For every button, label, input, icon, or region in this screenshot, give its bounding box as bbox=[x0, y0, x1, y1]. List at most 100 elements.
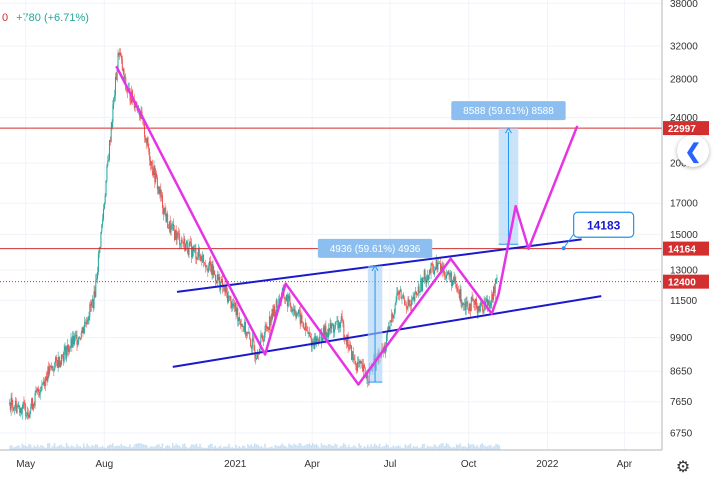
volume-bar bbox=[279, 445, 282, 450]
candle-body bbox=[477, 306, 479, 314]
candle-body bbox=[171, 224, 173, 226]
volume-bar bbox=[478, 447, 480, 450]
candle-body bbox=[390, 320, 392, 323]
last-price-badge-bg bbox=[663, 274, 709, 289]
volume-bar bbox=[177, 445, 179, 450]
candle-body bbox=[459, 289, 461, 299]
candle-body bbox=[495, 279, 497, 283]
candle-body bbox=[451, 272, 453, 286]
candle-body bbox=[13, 408, 15, 411]
volume-bar bbox=[411, 447, 413, 450]
candle-body bbox=[126, 89, 128, 91]
volume-bar bbox=[60, 444, 63, 450]
volume-bar bbox=[180, 447, 182, 450]
candle-body bbox=[147, 137, 149, 148]
volume-bar bbox=[69, 446, 71, 450]
candle-body bbox=[197, 257, 199, 260]
candle-body bbox=[398, 291, 400, 295]
candle-body bbox=[335, 321, 337, 323]
volume-bar bbox=[407, 445, 410, 450]
candle-body bbox=[42, 383, 44, 385]
candle-body bbox=[295, 313, 297, 318]
volume-bar bbox=[122, 445, 124, 450]
settings-gear-icon[interactable]: ⚙ bbox=[675, 459, 691, 476]
candle-body bbox=[217, 274, 219, 280]
volume-bar bbox=[464, 446, 466, 450]
candle-body bbox=[487, 300, 489, 306]
candle-body bbox=[134, 106, 136, 108]
candle-body bbox=[260, 334, 262, 344]
volume-bar bbox=[430, 446, 432, 450]
volume-bar bbox=[212, 447, 215, 450]
candle-body bbox=[72, 335, 74, 347]
volume-bar bbox=[100, 446, 102, 450]
candle-body bbox=[431, 263, 433, 265]
candle-body bbox=[438, 263, 440, 265]
candle-body bbox=[212, 264, 214, 275]
candle-body bbox=[331, 326, 333, 329]
candle-body bbox=[264, 325, 266, 334]
candle-body bbox=[57, 356, 59, 368]
candle-body bbox=[58, 356, 60, 368]
candle-body bbox=[266, 326, 268, 329]
candle-body bbox=[186, 241, 188, 253]
candle-body bbox=[237, 308, 239, 322]
candle-body bbox=[106, 165, 108, 181]
candle-body bbox=[415, 291, 417, 293]
candle-body bbox=[9, 402, 11, 410]
volume-bar bbox=[9, 445, 11, 450]
candle-body bbox=[238, 317, 240, 322]
candle-body bbox=[250, 346, 252, 349]
candle-body bbox=[21, 408, 23, 414]
candle-body bbox=[28, 415, 30, 418]
candle-body bbox=[341, 316, 343, 320]
volume-bar bbox=[260, 446, 263, 450]
candle-body bbox=[424, 270, 426, 280]
candle-body bbox=[262, 339, 264, 342]
volume-bar bbox=[476, 445, 478, 450]
volume-bar bbox=[207, 445, 210, 450]
volume-bar bbox=[101, 445, 104, 450]
candle-body bbox=[257, 354, 259, 355]
volume-bar bbox=[431, 446, 434, 450]
candle-body bbox=[234, 302, 236, 308]
volume-bar bbox=[57, 445, 59, 450]
candle-body bbox=[170, 225, 172, 233]
candle-body bbox=[433, 270, 435, 275]
volume-bar bbox=[94, 444, 97, 450]
candle-body bbox=[153, 165, 155, 175]
volume-bar bbox=[471, 444, 473, 450]
candle-body bbox=[233, 305, 235, 308]
candle-body bbox=[120, 52, 122, 56]
candle-body bbox=[366, 372, 368, 378]
candle-body bbox=[307, 330, 309, 334]
candle-body bbox=[447, 271, 449, 275]
candle-body bbox=[150, 161, 152, 166]
volume-bar bbox=[276, 445, 278, 450]
volume-bar bbox=[305, 444, 307, 450]
candle-body bbox=[188, 243, 190, 255]
collapse-panel-button[interactable]: ❮ bbox=[677, 135, 709, 167]
volume-bar bbox=[125, 446, 128, 450]
candle-body bbox=[337, 320, 339, 328]
candle-body bbox=[430, 263, 432, 273]
candle-body bbox=[268, 327, 270, 331]
candle-body bbox=[464, 303, 466, 311]
candle-body bbox=[434, 267, 436, 271]
volume-bar bbox=[134, 444, 136, 450]
volume-bar bbox=[141, 443, 143, 450]
volume-bar bbox=[84, 446, 87, 450]
candle-body bbox=[130, 100, 132, 104]
candle-body bbox=[227, 295, 229, 303]
candle-body bbox=[250, 339, 252, 347]
candle-body bbox=[214, 270, 216, 275]
candle-body bbox=[144, 137, 146, 142]
candle-body bbox=[343, 323, 345, 338]
volume-bar bbox=[332, 445, 335, 450]
candle-body bbox=[14, 407, 16, 409]
candle-body bbox=[49, 365, 51, 375]
candle-body bbox=[15, 400, 17, 413]
volume-bar bbox=[295, 444, 297, 450]
callout-box bbox=[573, 211, 635, 238]
